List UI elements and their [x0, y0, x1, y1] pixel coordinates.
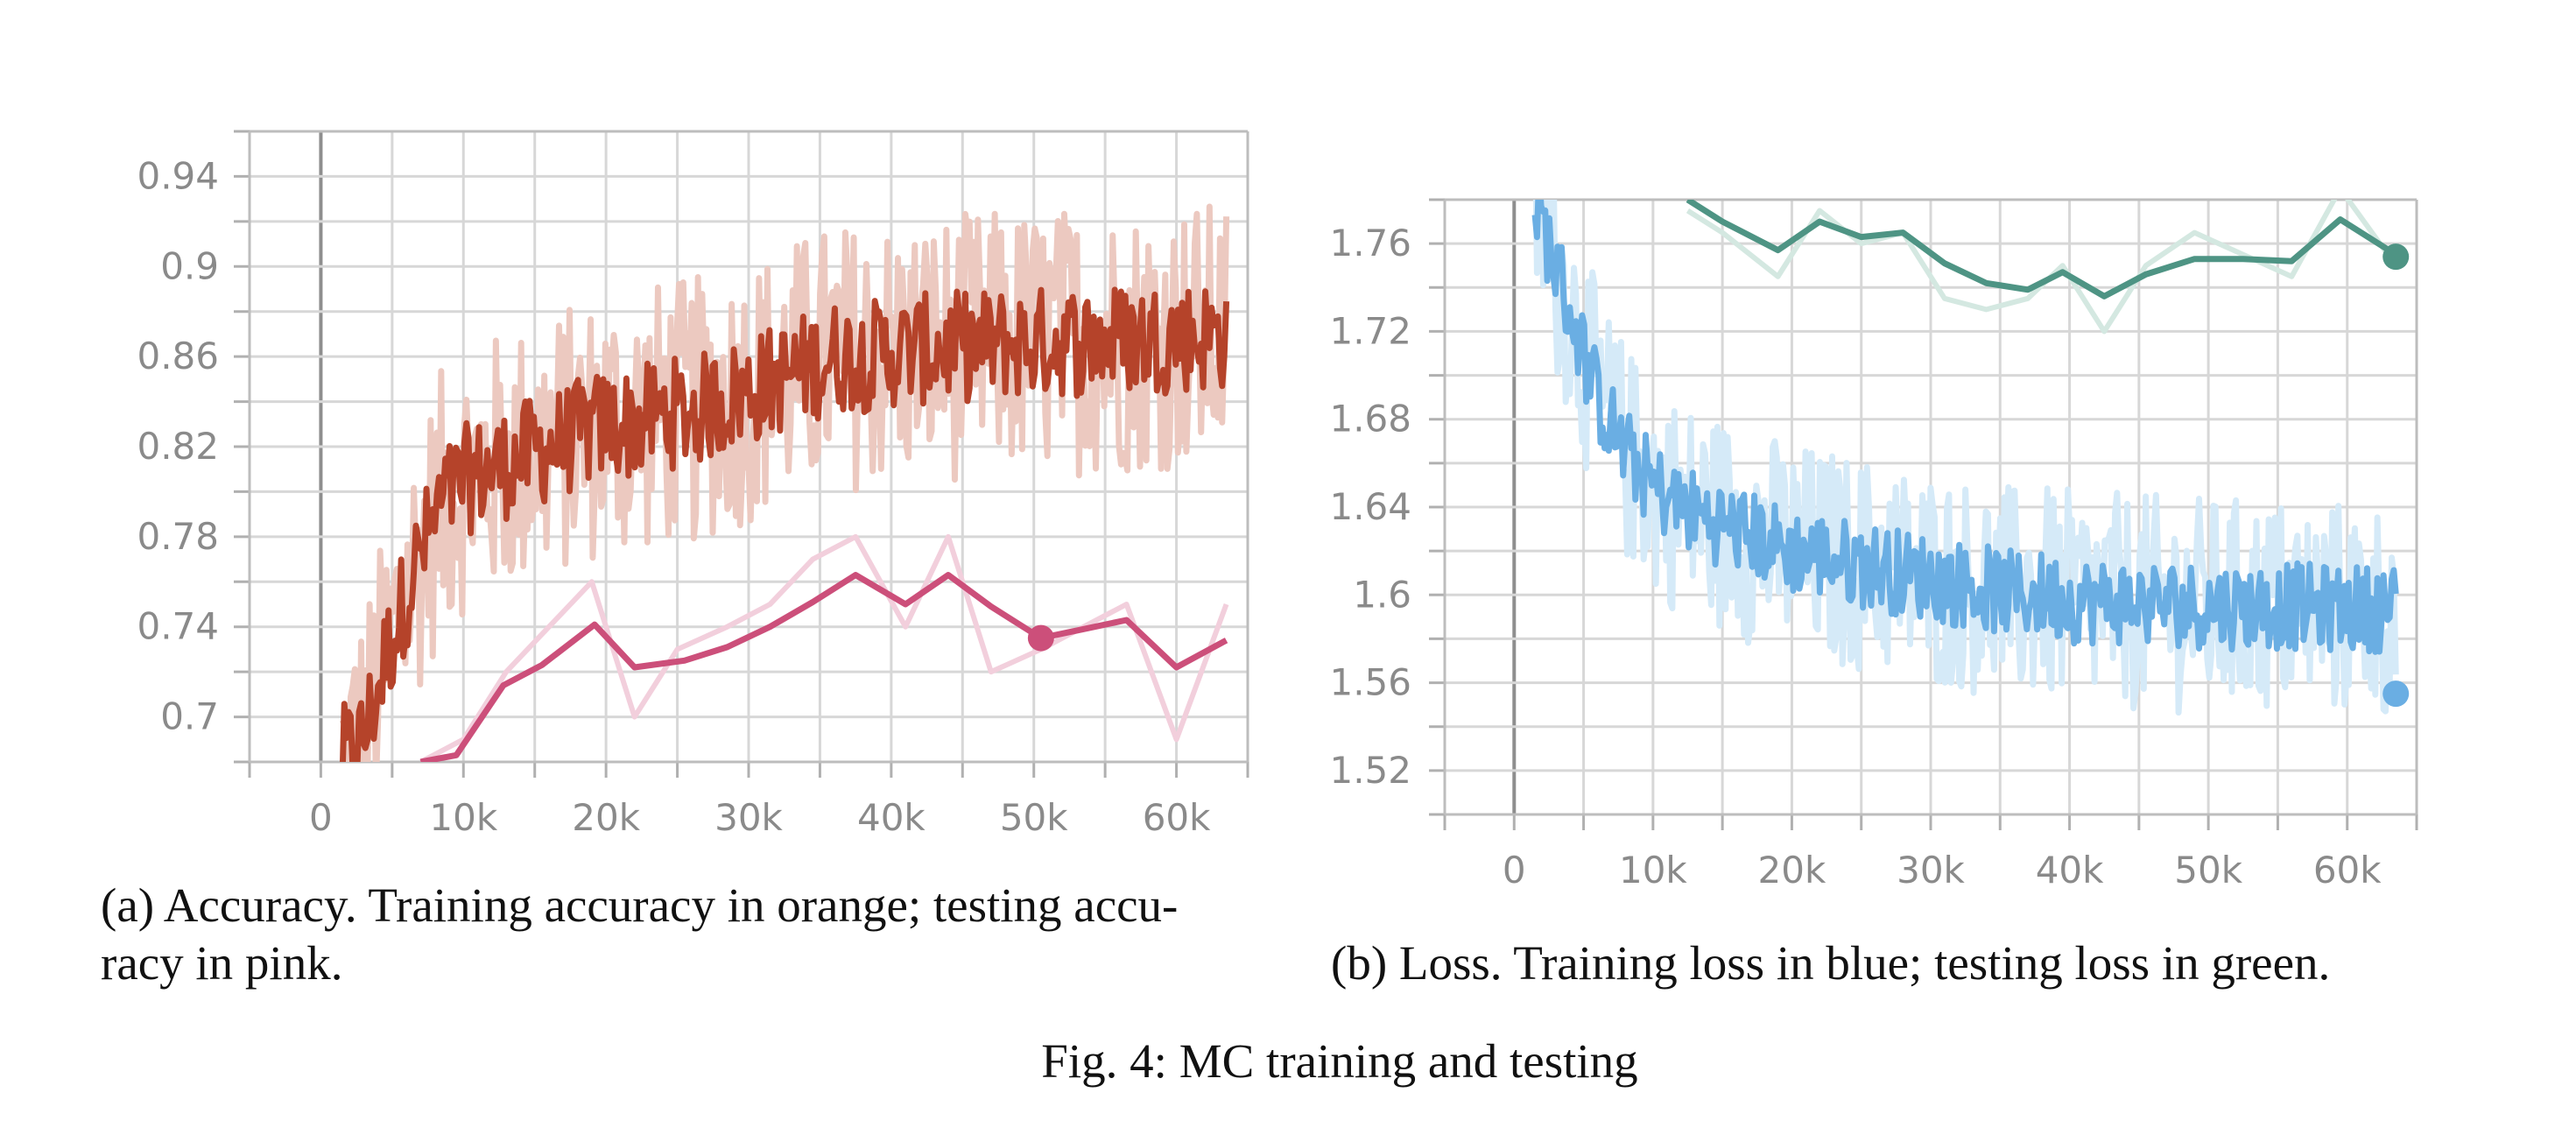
- x-tick-label: 20k: [572, 796, 640, 839]
- y-tick-label: 1.72: [1329, 309, 1411, 352]
- x-tick-label: 50k: [1000, 796, 1068, 839]
- figure-caption: Fig. 4: MC training and testing: [1041, 1034, 1637, 1088]
- markers-loss: [2382, 243, 2410, 708]
- x-tick-label: 40k: [857, 796, 926, 839]
- y-tick-labels-loss: 1.52 1.56 1.6 1.64 1.68 1.72 1.76: [1329, 222, 1411, 792]
- y-tick-labels-accuracy: 0.7 0.74 0.78 0.82 0.86 0.9 0.94: [137, 154, 219, 737]
- y-tick-label: 0.7: [160, 695, 219, 738]
- x-tick-label: 10k: [1619, 849, 1687, 892]
- x-tick-labels-accuracy: 0 10k 20k 30k 40k 50k 60k: [309, 796, 1211, 839]
- y-tick-label: 1.6: [1353, 573, 1411, 616]
- x-tick-labels-loss: 0 10k 20k 30k 40k 50k 60k: [1503, 849, 2382, 892]
- series-a-0-raw: [339, 203, 1230, 762]
- series-b-0-line: [1531, 200, 2399, 655]
- series-accuracy: [339, 203, 1230, 762]
- y-tick-label: 0.74: [137, 605, 219, 648]
- markers-accuracy: [1027, 624, 1054, 652]
- x-tick-label: 20k: [1758, 849, 1826, 892]
- series-b-1-marker: [2382, 243, 2410, 271]
- y-tick-label: 1.68: [1329, 398, 1411, 441]
- series-a-0-line: [340, 286, 1230, 762]
- x-tick-label: 30k: [714, 796, 783, 839]
- y-tick-label: 0.9: [160, 244, 219, 287]
- y-tick-label: 1.52: [1329, 749, 1411, 792]
- y-tick-label: 1.56: [1329, 661, 1411, 704]
- chart-loss: 1.52 1.56 1.6 1.64 1.68 1.72 1.76 0 10k 20k 30k 40…: [1329, 198, 2418, 990]
- series-loss: [1531, 200, 2399, 716]
- y-tick-label: 0.82: [137, 425, 219, 468]
- x-tick-label: 60k: [1143, 796, 1211, 839]
- series-b-0-raw: [1532, 200, 2399, 716]
- y-tick-label: 0.86: [137, 335, 219, 377]
- caption-a-line1: (a) Accuracy. Training accuracy in orang…: [101, 878, 1178, 932]
- y-tick-label: 0.78: [137, 515, 219, 558]
- x-tick-label: 60k: [2313, 849, 2382, 892]
- y-tick-label: 1.64: [1329, 485, 1411, 528]
- y-tick-label: 0.94: [137, 154, 219, 197]
- x-tick-label: 40k: [2036, 849, 2104, 892]
- y-tick-label: 1.76: [1329, 222, 1411, 264]
- caption-a-line2: racy in pink.: [101, 936, 342, 990]
- x-tick-label: 50k: [2174, 849, 2242, 892]
- series-b-0-marker: [2382, 680, 2410, 708]
- chart-accuracy: 0.7 0.74 0.78 0.82 0.86 0.9 0.94 0 10k 20k 30k 40k…: [101, 130, 1249, 990]
- caption-b: (b) Loss. Training loss in blue; testing…: [1331, 936, 2330, 990]
- series-a-1-marker: [1027, 624, 1054, 652]
- x-tick-label: 0: [309, 796, 333, 839]
- x-tick-label: 10k: [429, 796, 497, 839]
- x-tick-label: 0: [1503, 849, 1526, 892]
- x-tick-label: 30k: [1897, 849, 1965, 892]
- grid-loss: [1429, 198, 2418, 830]
